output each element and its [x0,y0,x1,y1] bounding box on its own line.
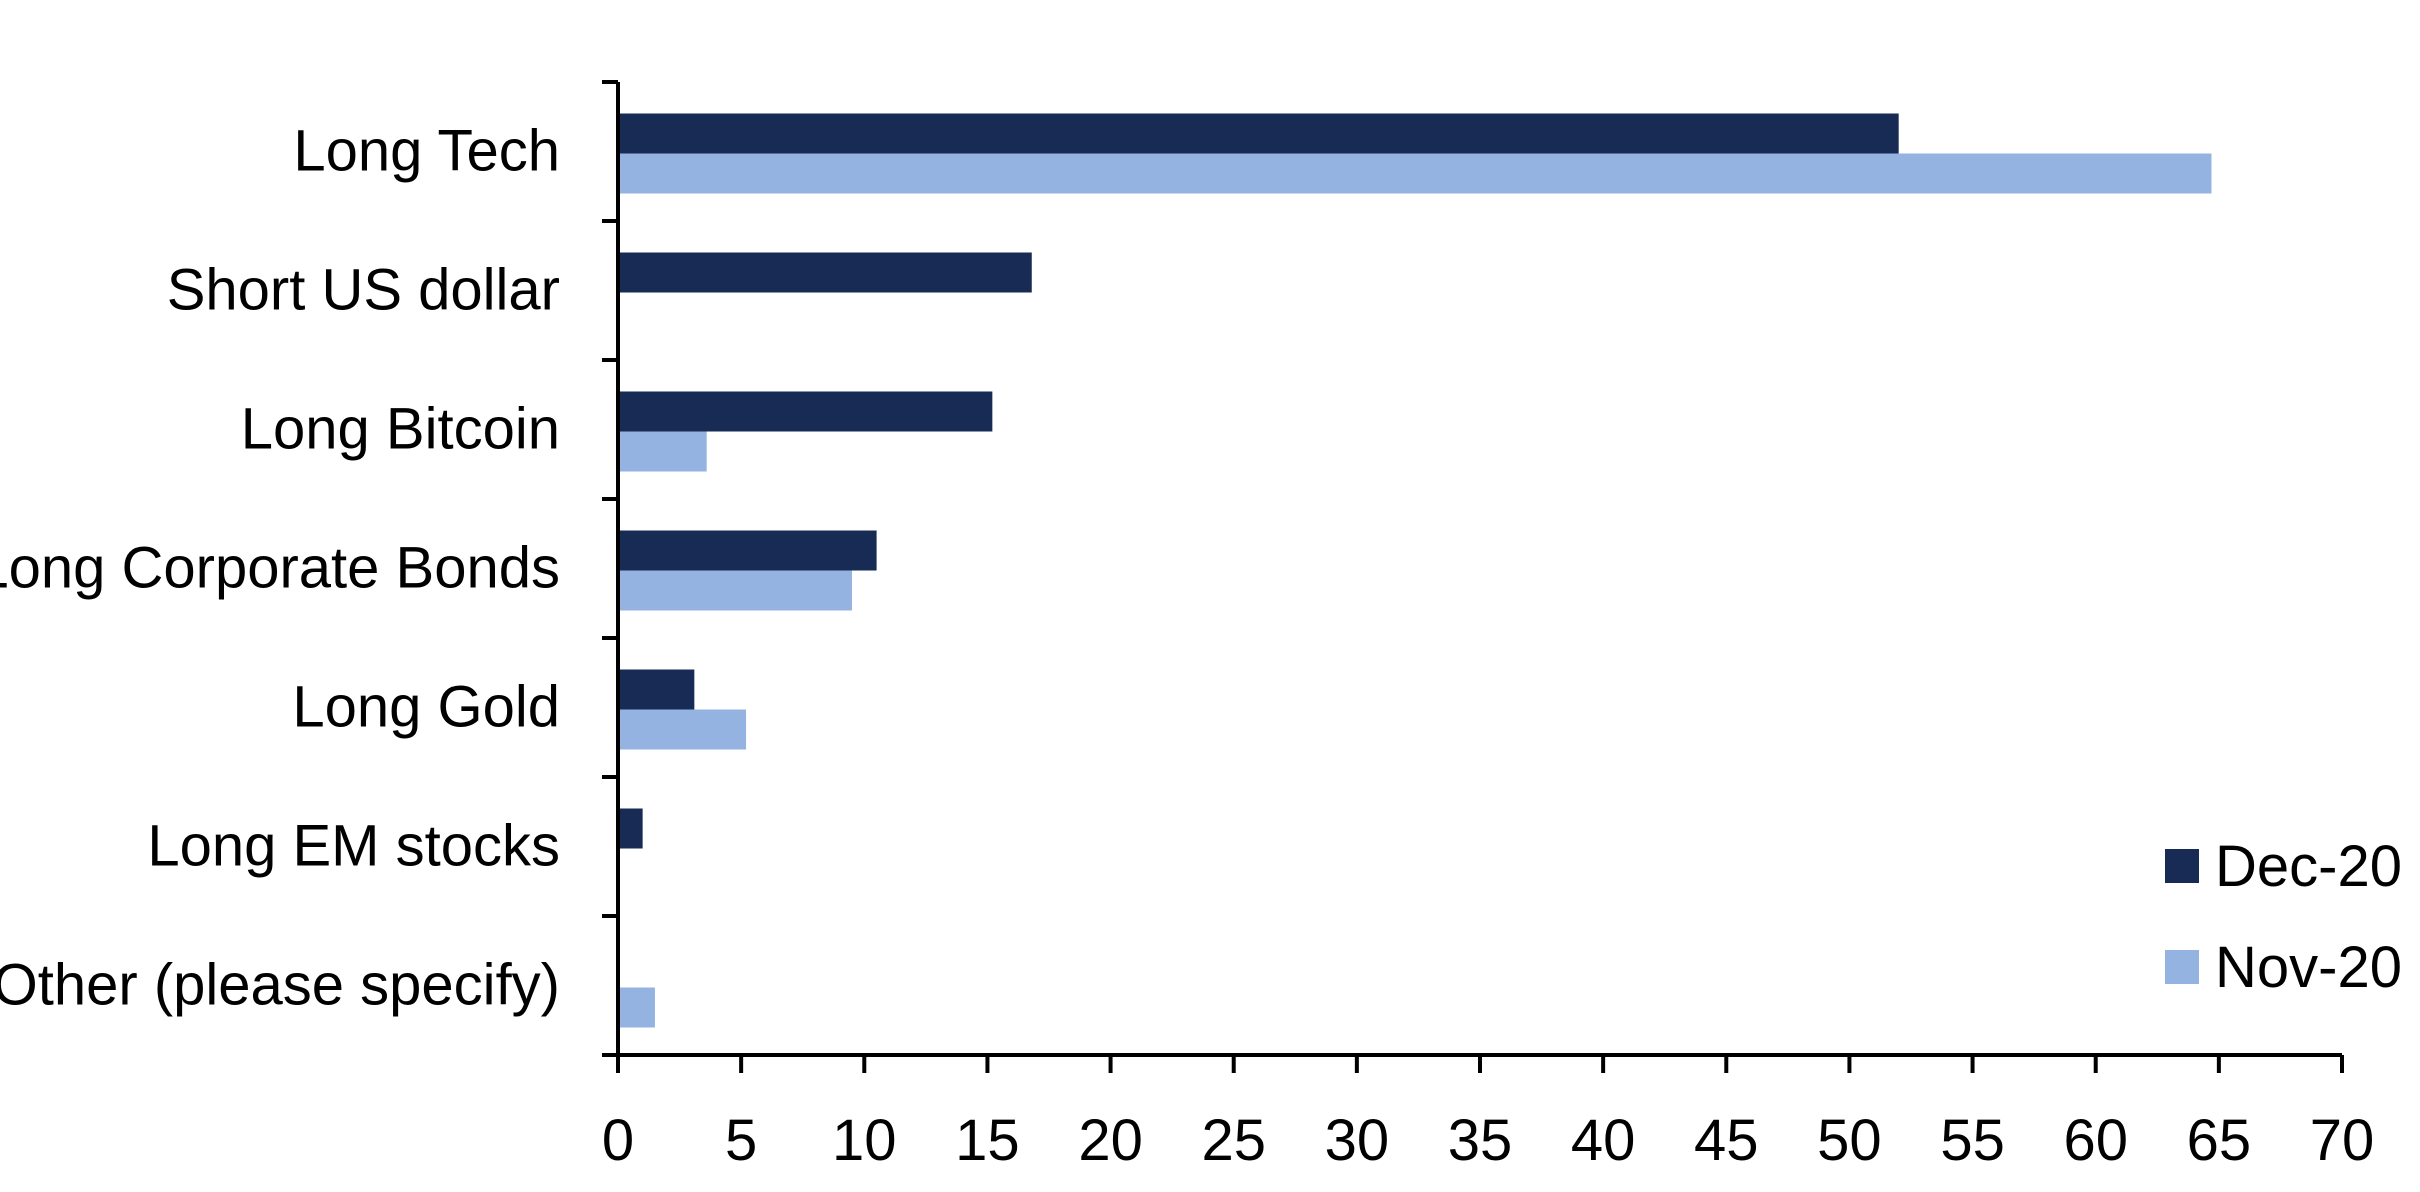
bar-nov-20-3 [618,431,707,472]
category-labels: Long Tech Short US dollar Long Bitcoin Long… [0,119,560,1018]
x-tick-label: 55 [1940,1108,2005,1173]
x-tick-label: 15 [955,1108,1020,1173]
category-label: Long Corporate Bonds [0,536,560,601]
category-label: Long Tech [293,119,560,184]
x-tick-label: 70 [2310,1108,2375,1173]
category-label: Long EM stocks [147,814,560,879]
category-label: Short US dollar [167,258,560,323]
legend-swatch-nov-20 [2165,950,2199,984]
legend-swatch-dec-20 [2165,849,2199,883]
bar-dec-20-4 [618,530,877,571]
bar-dec-20-6 [618,808,643,849]
x-tick-label: 45 [1694,1108,1759,1173]
x-tick-label: 25 [1201,1108,1266,1173]
category-label: Long Bitcoin [241,397,560,462]
legend-label-nov-20: Nov-20 [2215,935,2402,1000]
category-label: Long Gold [292,675,560,740]
bar-nov-20-4 [618,570,852,611]
x-tick-label: 60 [2063,1108,2128,1173]
bar-dec-20-5 [618,669,695,710]
x-tick-label: 50 [1817,1108,1882,1173]
x-tick-label: 20 [1078,1108,1143,1173]
legend: Dec-20 Nov-20 [2165,834,2402,1000]
bar-dec-20-1 [618,113,1899,154]
category-label: Other (please specify) [0,953,560,1018]
bars-layer [618,113,2212,1028]
x-tick-labels: 0 5 10 15 20 25 30 35 40 45 50 55 60 65 70 [602,1108,2374,1173]
bar-nov-20-1 [618,153,2212,194]
x-tick-label: 0 [602,1108,634,1173]
axes-layer [602,80,2344,1073]
x-tick-label: 5 [725,1108,757,1173]
bar-nov-20-5 [618,709,747,750]
x-tick-label: 65 [2187,1108,2252,1173]
bar-dec-20-2 [618,252,1032,293]
bar-nov-20-7 [618,987,655,1028]
x-tick-label: 35 [1448,1108,1513,1173]
bar-dec-20-3 [618,391,993,432]
x-tick-label: 40 [1571,1108,1636,1173]
x-tick-label: 10 [832,1108,897,1173]
legend-label-dec-20: Dec-20 [2215,834,2402,899]
x-tick-label: 30 [1325,1108,1390,1173]
